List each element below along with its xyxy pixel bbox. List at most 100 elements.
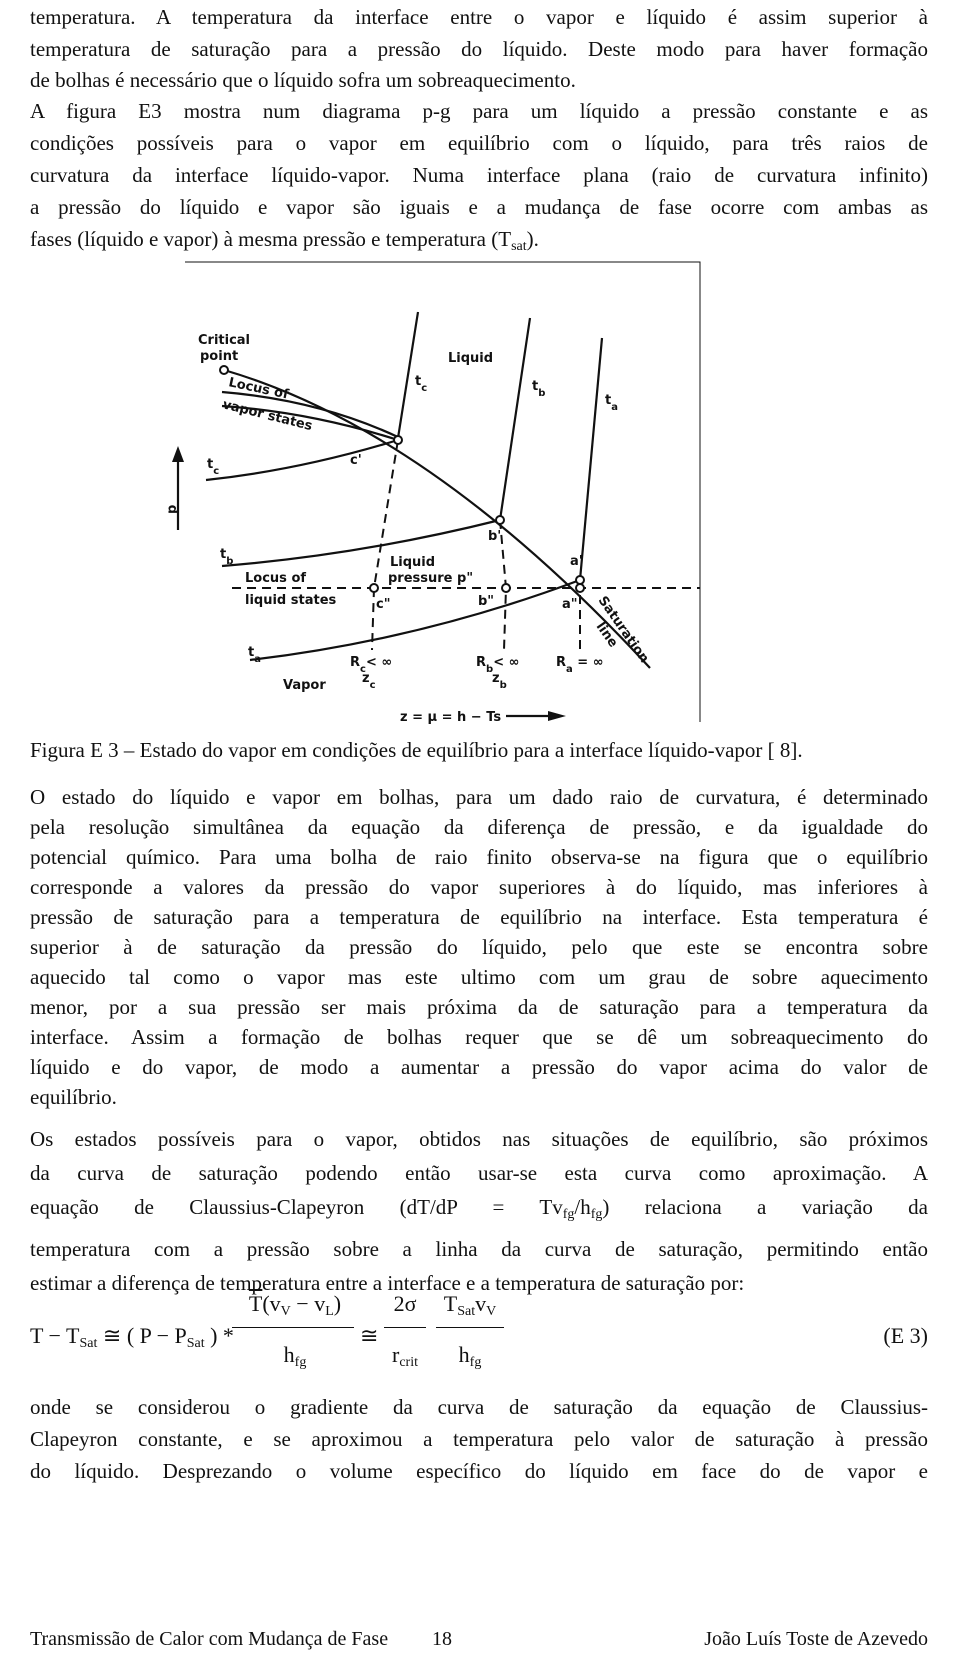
subscript: fg <box>562 1207 575 1222</box>
text-run: R <box>476 655 486 670</box>
text-line: de bolhas é necessário que o líquido sof… <box>30 68 576 92</box>
text-run: ≅ ( P − P <box>97 1323 187 1348</box>
paragraph: temperatura. A temperatura da interface … <box>30 2 928 97</box>
figure-label: b' <box>488 529 501 544</box>
figure-label: Critical <box>198 333 250 348</box>
text-run: ) <box>602 1195 610 1219</box>
subscript: b <box>538 388 545 399</box>
text-run: t <box>415 374 421 389</box>
text-run: /h <box>574 1195 591 1219</box>
figure-label: tc <box>207 457 219 477</box>
figure-label: ta <box>248 645 261 665</box>
subscript: c <box>421 383 427 394</box>
equation-lhs: T − TSat ≅ ( P − PSat ) * <box>30 1323 234 1352</box>
figure-label: tb <box>532 379 545 399</box>
figure-label: c' <box>350 453 362 468</box>
subscript: c <box>213 466 219 477</box>
figure-label: zb <box>492 671 507 691</box>
text-line: onde se considerou o gradiente da curva … <box>30 1395 928 1419</box>
paragraph: Os estados possíveis para o vapor, obtid… <box>30 1122 928 1300</box>
subscript: Sat <box>79 1336 98 1351</box>
text-line: temperatura de saturação para a pressão … <box>30 36 928 61</box>
figure-label: Rc< ∞ <box>350 655 392 675</box>
subscript: a <box>566 664 573 675</box>
text-line: temperatura. A temperatura da interface … <box>30 5 928 29</box>
fraction-numerator: 2σ <box>393 1291 417 1316</box>
figure-label: b" <box>478 594 494 609</box>
text-line: equilíbrio. <box>30 1085 117 1109</box>
figure-label: Rb< ∞ <box>476 655 519 675</box>
text-line: aquecido tal como o vapor mas este ultim… <box>30 965 928 989</box>
approx-sign: ≅ <box>360 1323 379 1348</box>
equation-number: (E 3) <box>883 1323 928 1348</box>
text-run: ) <box>333 1291 342 1316</box>
text-line: fases (líquido e vapor) à mesma pressão … <box>30 223 928 263</box>
text-run: < ∞ <box>493 655 519 670</box>
text-line: condições possíveis para o vapor em equi… <box>30 131 928 155</box>
figure-label: p <box>165 505 180 514</box>
text-run: T − T <box>30 1323 80 1348</box>
fraction-bar <box>232 1327 354 1328</box>
figure-label: Locus of <box>245 571 306 586</box>
figure-label: z = μ = h − Ts <box>400 710 501 725</box>
text-line: corresponde a valores da pressão do vapo… <box>30 875 928 899</box>
paragraph: O estado do líquido e vapor em bolhas, p… <box>30 782 928 1112</box>
text-line: menor, por a sua pressão ser mais próxim… <box>30 995 928 1019</box>
footer-title: Transmissão de Calor com Mudança de Fase <box>30 1628 389 1650</box>
text-run: = ∞ <box>573 655 604 670</box>
diagram-lines <box>172 261 701 722</box>
text-line: interface. Assim a formação de bolhas re… <box>30 1025 928 1049</box>
subscript: c <box>370 680 376 691</box>
text-line: do líquido. Desprezando o volume específ… <box>30 1459 928 1483</box>
text-run: T <box>443 1291 458 1316</box>
text-run: relaciona a variação da <box>609 1195 928 1219</box>
text-line: pela resolução simultânea da equação da … <box>30 815 928 839</box>
subscript: b <box>226 556 233 567</box>
text-run: h <box>458 1342 470 1367</box>
subscript: fg <box>469 1355 482 1370</box>
text-run: t <box>248 645 254 660</box>
subscript: V <box>280 1304 291 1319</box>
figure-label: Locus of <box>227 375 290 402</box>
figure-label: a' <box>570 554 583 569</box>
fraction-numerator: TSatvV <box>430 1291 510 1320</box>
subscript: a <box>254 654 261 665</box>
text-run: ). <box>526 227 539 251</box>
text-line: equação de Claussius-Clapeyron (dT/dP = … <box>30 1190 928 1232</box>
figure-label: ta <box>605 393 618 413</box>
figure-label: point <box>200 349 238 364</box>
subscript: b <box>500 680 507 691</box>
text-line: O estado do líquido e vapor em bolhas, p… <box>30 785 928 809</box>
footer-author: João Luís Toste de Azevedo <box>704 1628 928 1650</box>
text-run: T <box>248 1291 263 1316</box>
text-run: − v <box>290 1291 326 1316</box>
subscript: Sat <box>457 1304 476 1319</box>
fraction-bar <box>384 1327 426 1328</box>
figure-label: Ra = ∞ <box>556 655 604 675</box>
text-run: ) * <box>204 1323 234 1348</box>
figure-label: tb <box>220 547 233 567</box>
text-line: Os estados possíveis para o vapor, obtid… <box>30 1127 928 1151</box>
text-run: (v <box>262 1291 281 1316</box>
figure-label: liquid states <box>245 593 337 608</box>
subscript: sat <box>511 239 527 254</box>
text-run: (dT/dP = Tv <box>399 1195 563 1219</box>
subscript: fg <box>294 1355 307 1370</box>
subscript: L <box>325 1304 334 1319</box>
text-run: z <box>362 671 370 686</box>
text-run: v <box>475 1291 487 1316</box>
figure-label: c" <box>376 597 390 612</box>
text-run: z <box>492 671 500 686</box>
text-run: t <box>207 457 213 472</box>
subscript: V <box>486 1304 497 1319</box>
text-run: fases (líquido e vapor) à mesma pressão … <box>30 227 512 251</box>
text-run: R <box>350 655 360 670</box>
text-line: Clapeyron constante, e se aproximou a te… <box>30 1427 928 1451</box>
text-run: < ∞ <box>366 655 392 670</box>
text-line: A figura E3 mostra num diagrama p-g para… <box>30 99 928 123</box>
subscript: a <box>611 402 618 413</box>
text-line: líquido e do vapor, de modo a aumentar a… <box>30 1055 928 1079</box>
subscript: c <box>360 664 366 675</box>
text-line: da curva de saturação podendo então usar… <box>30 1161 928 1185</box>
